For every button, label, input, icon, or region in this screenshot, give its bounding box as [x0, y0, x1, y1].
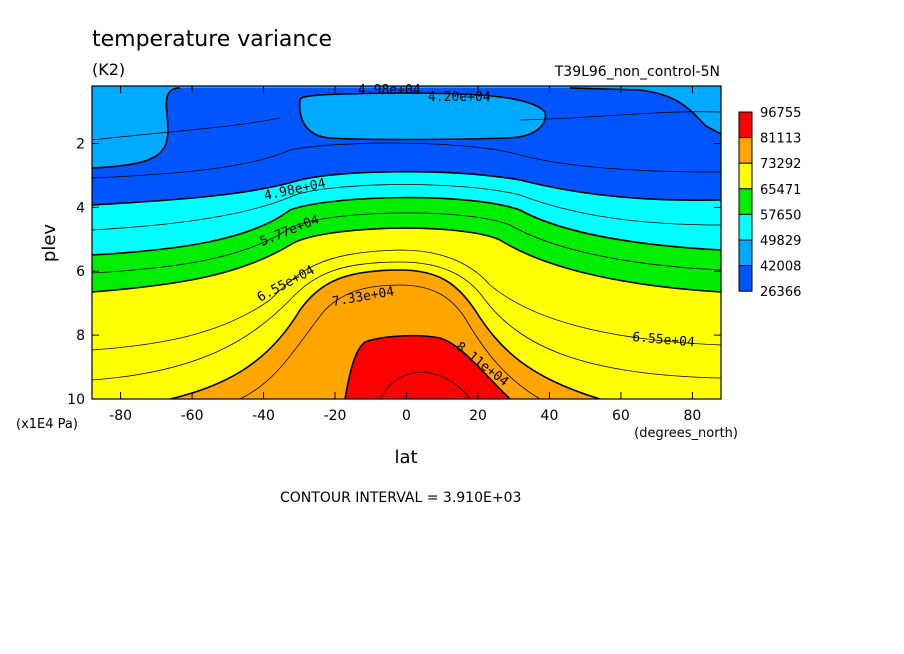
contour-lines	[92, 87, 721, 399]
contour-label: 4.20e+04	[428, 90, 491, 105]
contour-line	[92, 227, 721, 293]
band-42008-49829	[92, 86, 721, 168]
contour-label: 4.98e+04	[358, 83, 421, 98]
chart-units: (K2)	[92, 60, 125, 79]
colorbar-level-label: 42008	[760, 260, 801, 275]
x-tick-label: -20	[324, 408, 347, 424]
chart-title: temperature variance	[92, 27, 332, 52]
y-tick-label: 10	[67, 392, 85, 408]
y-tick-label: 8	[76, 328, 85, 344]
x-tick-label: 0	[402, 408, 411, 424]
colorbar-level-label: 96755	[760, 106, 801, 121]
colorbar-swatch	[738, 213, 753, 241]
x-tick-label: 20	[469, 408, 487, 424]
contour-line	[92, 196, 721, 256]
x-tick-label: 60	[612, 408, 630, 424]
colorbar-swatch	[738, 188, 753, 215]
dataset-label: T39L96_non_control-5N	[554, 64, 720, 80]
contour-line	[92, 249, 721, 351]
contour-line	[92, 212, 721, 274]
x-tick-label: 80	[683, 408, 701, 424]
contour-line	[92, 111, 721, 141]
colorbar-swatch	[738, 111, 753, 139]
colorbar-level-label: 49829	[760, 234, 801, 249]
contour-line	[92, 184, 721, 231]
colorbar-swatch	[738, 162, 753, 190]
y-tick-label: 6	[76, 264, 85, 280]
colorbar-swatch	[738, 137, 753, 164]
x-tick-label: -60	[181, 408, 204, 424]
y-tick-label: 2	[76, 136, 85, 152]
contour-line	[169, 269, 601, 399]
colorbar-level-label: 26366	[760, 285, 801, 300]
contour-line	[92, 87, 181, 169]
y-axis-ticks: 2 4 6 8 10	[67, 136, 721, 408]
x-tick-label: 40	[541, 408, 559, 424]
contour-line	[239, 284, 541, 399]
contour-line	[569, 87, 721, 135]
y-axis-label: plev	[39, 224, 60, 263]
contour-label: 6.55e+04	[632, 330, 696, 350]
colorbar-swatch	[738, 265, 753, 292]
contour-line	[92, 261, 721, 381]
contour-line	[379, 371, 471, 399]
colorbar-swatch	[738, 239, 753, 267]
x-axis-label: lat	[394, 447, 417, 468]
colorbar: 96755 81113 73292 65471 57650 49829 42008 26366	[738, 106, 801, 300]
x-axis-ticks: -80 -60 -40 -20 0 20 40 60 80	[109, 86, 701, 424]
y-tick-label: 4	[76, 200, 85, 216]
band-81113-96755	[345, 335, 510, 399]
colorbar-level-label: 73292	[760, 157, 801, 172]
colorbar-level-label: 65471	[760, 183, 801, 198]
contour-line	[92, 142, 721, 179]
x-axis-units: (degrees_north)	[634, 426, 738, 441]
band-73292-81113	[170, 270, 600, 399]
colorbar-level-label: 57650	[760, 208, 801, 223]
contour-interval-text: CONTOUR INTERVAL = 3.910E+03	[280, 490, 521, 506]
contour-field	[92, 86, 721, 399]
contour-line	[298, 92, 547, 141]
x-tick-label: -40	[252, 408, 275, 424]
contour-line	[344, 334, 511, 399]
colorbar-level-label: 81113	[760, 132, 801, 147]
x-tick-label: -80	[109, 408, 132, 424]
contour-line	[92, 170, 721, 206]
y-axis-units: (x1E4 Pa)	[16, 417, 78, 432]
